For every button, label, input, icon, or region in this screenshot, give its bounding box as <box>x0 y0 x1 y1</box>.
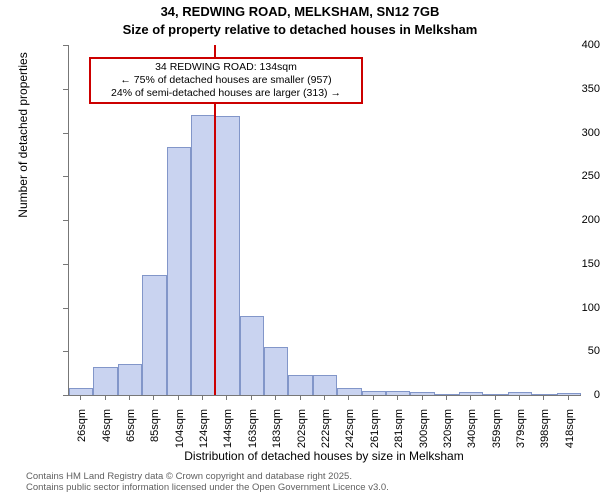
x-tick-mark <box>324 395 325 400</box>
histogram-bar <box>215 116 239 395</box>
annotation-line3: 24% of semi-detached houses are larger (… <box>95 87 357 100</box>
x-axis-label: Distribution of detached houses by size … <box>68 449 580 463</box>
footer-line1: Contains HM Land Registry data © Crown c… <box>26 471 600 482</box>
y-axis-label: Number of detached properties <box>16 0 30 310</box>
x-tick-mark <box>568 395 569 400</box>
x-tick-mark <box>105 395 106 400</box>
y-tick-mark <box>63 264 68 265</box>
histogram-bar <box>435 394 459 395</box>
x-tick-mark <box>373 395 374 400</box>
x-tick-mark <box>519 395 520 400</box>
y-tick-label: 50 <box>542 345 600 357</box>
x-tick-mark <box>348 395 349 400</box>
y-tick-label: 0 <box>542 389 600 401</box>
x-tick-mark <box>543 395 544 400</box>
histogram-bar <box>483 394 507 395</box>
annotation-line1: 34 REDWING ROAD: 134sqm <box>95 61 357 74</box>
x-tick-mark <box>275 395 276 400</box>
y-tick-label: 300 <box>542 127 600 139</box>
chart-title-line2: Size of property relative to detached ho… <box>0 22 600 37</box>
x-tick-mark <box>446 395 447 400</box>
annotation-box: 34 REDWING ROAD: 134sqm ← 75% of detache… <box>89 57 363 104</box>
chart-title-line1: 34, REDWING ROAD, MELKSHAM, SN12 7GB <box>0 4 600 19</box>
x-tick-mark <box>129 395 130 400</box>
y-tick-mark <box>63 89 68 90</box>
histogram-bar <box>313 375 337 395</box>
y-tick-mark <box>63 45 68 46</box>
footer: Contains HM Land Registry data © Crown c… <box>0 471 600 494</box>
histogram-bar <box>288 375 312 395</box>
x-tick-mark <box>178 395 179 400</box>
y-tick-label: 350 <box>542 83 600 95</box>
y-tick-mark <box>63 395 68 396</box>
x-tick-mark <box>80 395 81 400</box>
y-tick-label: 200 <box>542 214 600 226</box>
x-tick-mark <box>495 395 496 400</box>
chart-container: 34, REDWING ROAD, MELKSHAM, SN12 7GB Siz… <box>0 0 600 500</box>
histogram-bar <box>93 367 117 395</box>
x-tick-mark <box>470 395 471 400</box>
footer-line2: Contains public sector information licen… <box>26 482 600 493</box>
y-tick-mark <box>63 351 68 352</box>
histogram-bar <box>337 388 361 395</box>
y-tick-label: 250 <box>542 170 600 182</box>
y-tick-mark <box>63 220 68 221</box>
y-tick-mark <box>63 133 68 134</box>
x-tick-mark <box>226 395 227 400</box>
y-tick-label: 400 <box>542 39 600 51</box>
y-tick-label: 100 <box>542 302 600 314</box>
y-tick-mark <box>63 308 68 309</box>
histogram-bar <box>264 347 288 395</box>
histogram-bar <box>459 392 483 395</box>
histogram-bar <box>118 364 142 395</box>
plot-area: 34 REDWING ROAD: 134sqm ← 75% of detache… <box>68 45 581 396</box>
x-tick-mark <box>153 395 154 400</box>
x-tick-mark <box>397 395 398 400</box>
histogram-bar <box>142 275 166 395</box>
histogram-bar <box>69 388 93 395</box>
histogram-bar <box>240 316 264 395</box>
y-tick-mark <box>63 176 68 177</box>
y-tick-label: 150 <box>542 258 600 270</box>
annotation-line2: ← 75% of detached houses are smaller (95… <box>95 74 357 87</box>
histogram-bar <box>410 392 434 395</box>
histogram-bar <box>362 391 386 395</box>
x-tick-mark <box>202 395 203 400</box>
x-tick-mark <box>251 395 252 400</box>
x-tick-mark <box>300 395 301 400</box>
histogram-bar <box>167 147 191 395</box>
x-tick-mark <box>422 395 423 400</box>
histogram-bar <box>191 115 215 395</box>
